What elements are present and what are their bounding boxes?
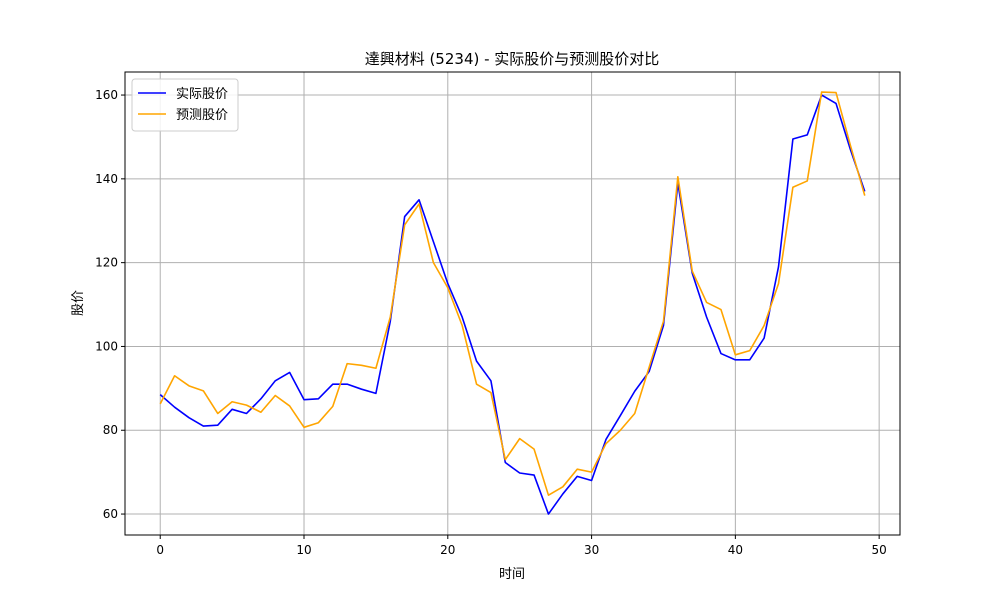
y-tick-label: 120	[95, 256, 118, 270]
x-axis-title: 时间	[499, 567, 525, 582]
y-tick-label: 160	[95, 88, 118, 102]
plot-frame	[124, 71, 901, 536]
y-tick-label: 100	[95, 339, 118, 353]
x-tick-label: 0	[156, 543, 164, 557]
x-tick-label: 10	[296, 543, 311, 557]
y-tick-label: 60	[103, 507, 118, 521]
y-axis: 60 80 100 120 140 160	[95, 88, 125, 521]
y-tick-label: 140	[95, 172, 118, 186]
series-lines	[159, 91, 866, 515]
x-axis: 0 10 20 30 40 50	[156, 535, 887, 557]
y-tick-label: 80	[103, 423, 118, 437]
chart-title: 達興材料 (5234) - 实际股价与预测股价对比	[365, 50, 660, 68]
series-line-2	[159, 91, 866, 496]
legend-label-2: 预测股价	[176, 108, 228, 123]
x-tick-label: 50	[872, 543, 887, 557]
y-axis-title: 股价	[71, 290, 86, 316]
x-tick-label: 40	[728, 543, 743, 557]
legend-label-1: 实际股价	[176, 87, 228, 102]
series-line-1	[159, 94, 866, 515]
x-tick-label: 20	[440, 543, 455, 557]
legend-box	[131, 78, 239, 132]
x-tick-label: 30	[584, 543, 599, 557]
grid	[125, 72, 900, 535]
